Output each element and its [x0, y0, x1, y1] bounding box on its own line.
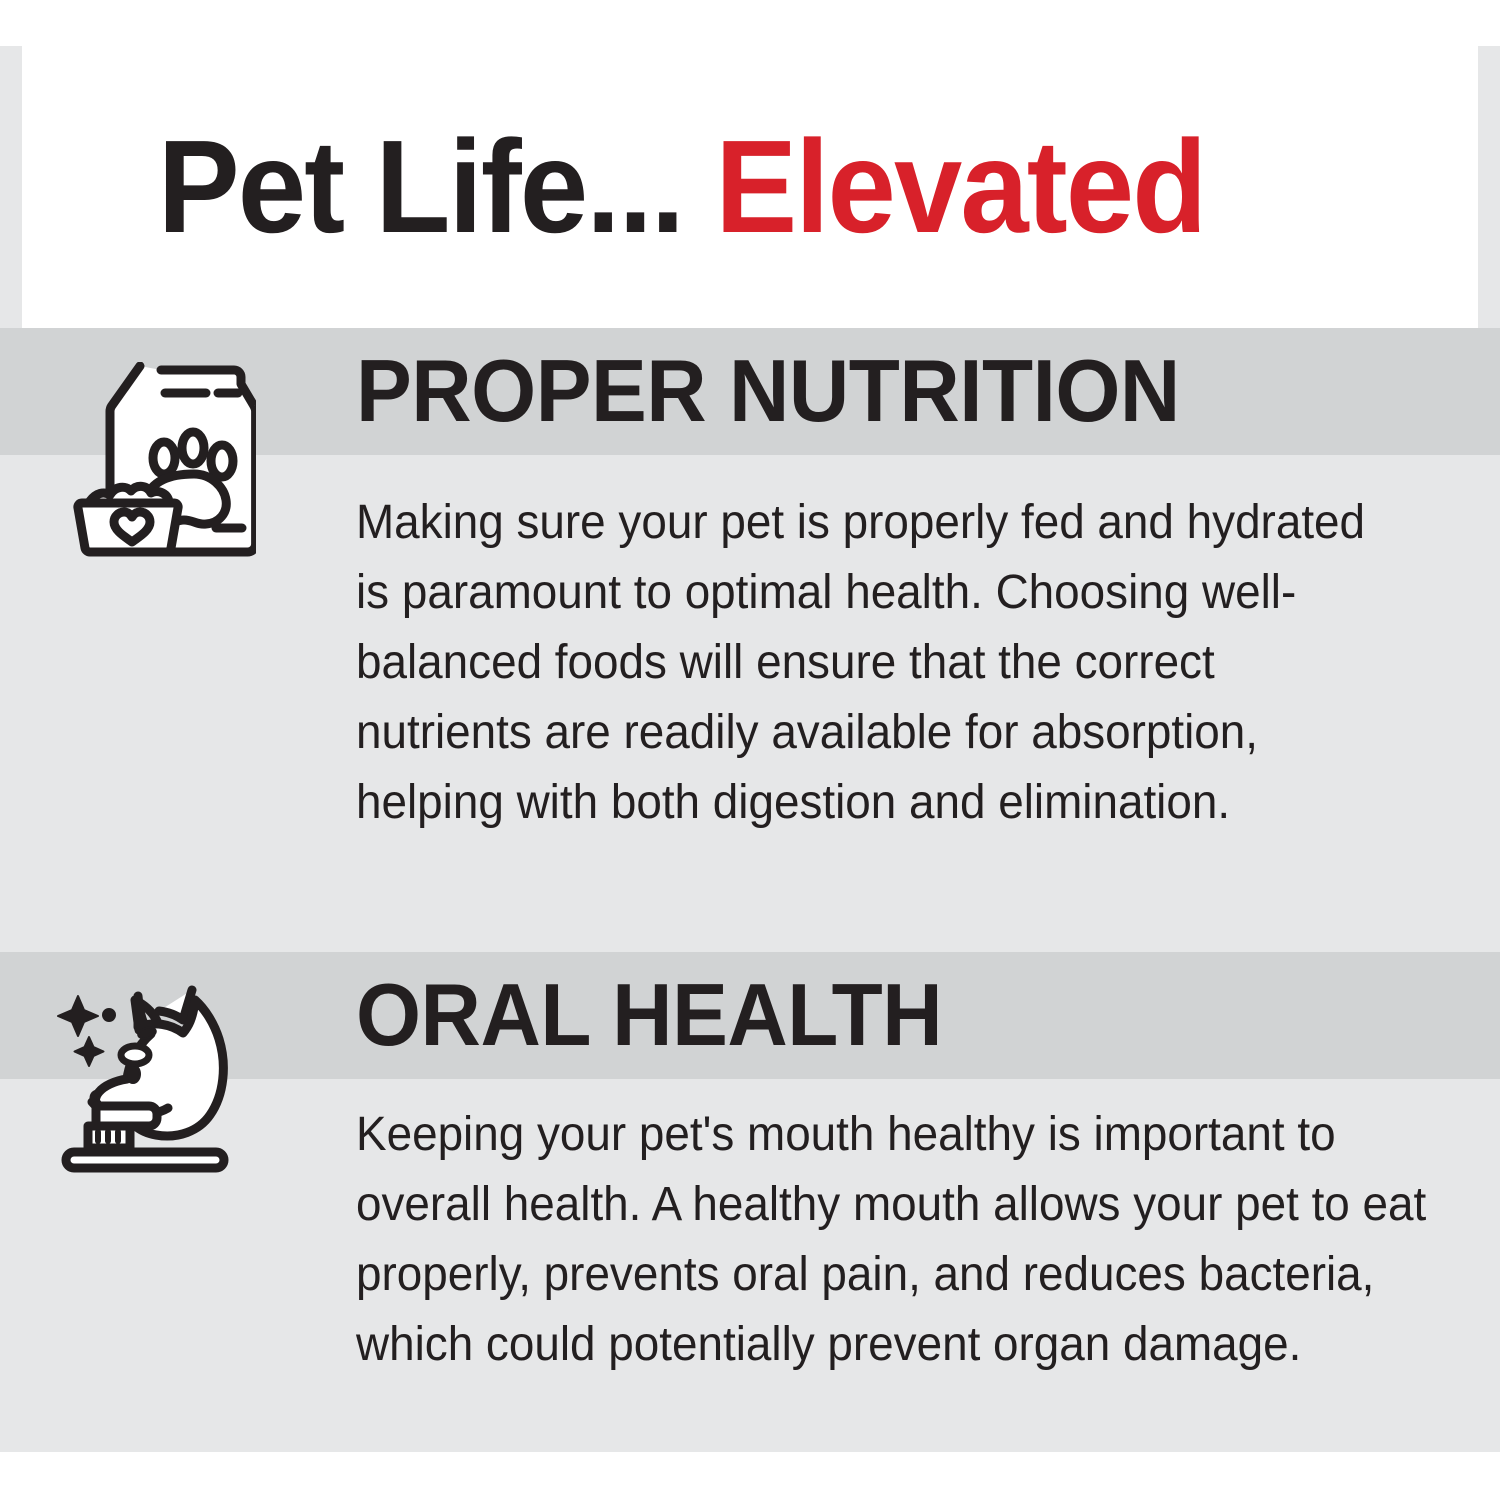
feature-heading-oral-health: ORAL HEALTH: [356, 965, 943, 1064]
feature-heading-proper-nutrition: PROPER NUTRITION: [356, 341, 1180, 440]
brand-title-primary: Pet Life...: [157, 113, 716, 260]
feature-body-proper-nutrition: Making sure your pet is properly fed and…: [356, 496, 1366, 829]
pet-food-bag-icon: [56, 362, 256, 562]
dog-toothbrush-icon: [52, 974, 262, 1184]
feature-heading-band: [0, 952, 1500, 1079]
brand-title-accent: Elevated: [715, 113, 1207, 260]
feature-body-oral-health: Keeping your pet's mouth healthy is impo…: [356, 1108, 1427, 1371]
page-title: Pet Life... Elevated: [22, 121, 1207, 253]
brand-header-card: Pet Life... Elevated: [22, 46, 1478, 328]
